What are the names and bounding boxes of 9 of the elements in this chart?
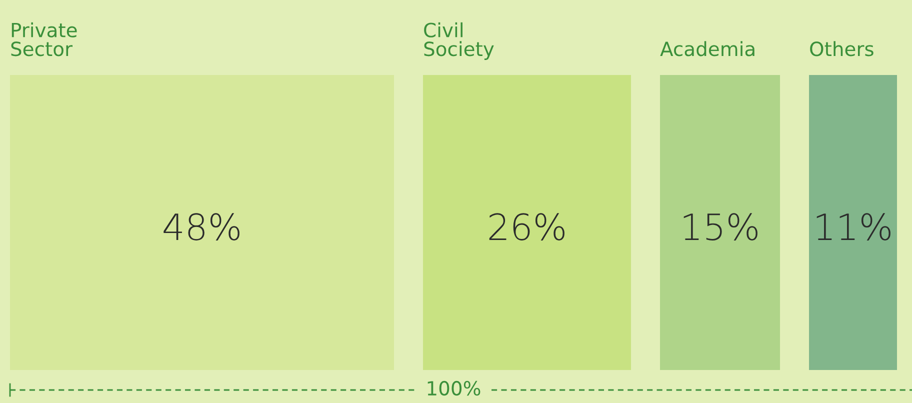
category-label: Academia — [660, 41, 754, 56]
text: 100% — [428, 380, 480, 396]
data-label: 26% — [489, 213, 564, 240]
category-label: Private Sector — [11, 22, 77, 56]
data-label: 48% — [164, 213, 240, 240]
data-label: 15% — [684, 213, 758, 240]
category-label: Civil Society — [424, 22, 494, 60]
category-label: Others — [810, 41, 874, 56]
data-label: 11% — [816, 213, 890, 240]
